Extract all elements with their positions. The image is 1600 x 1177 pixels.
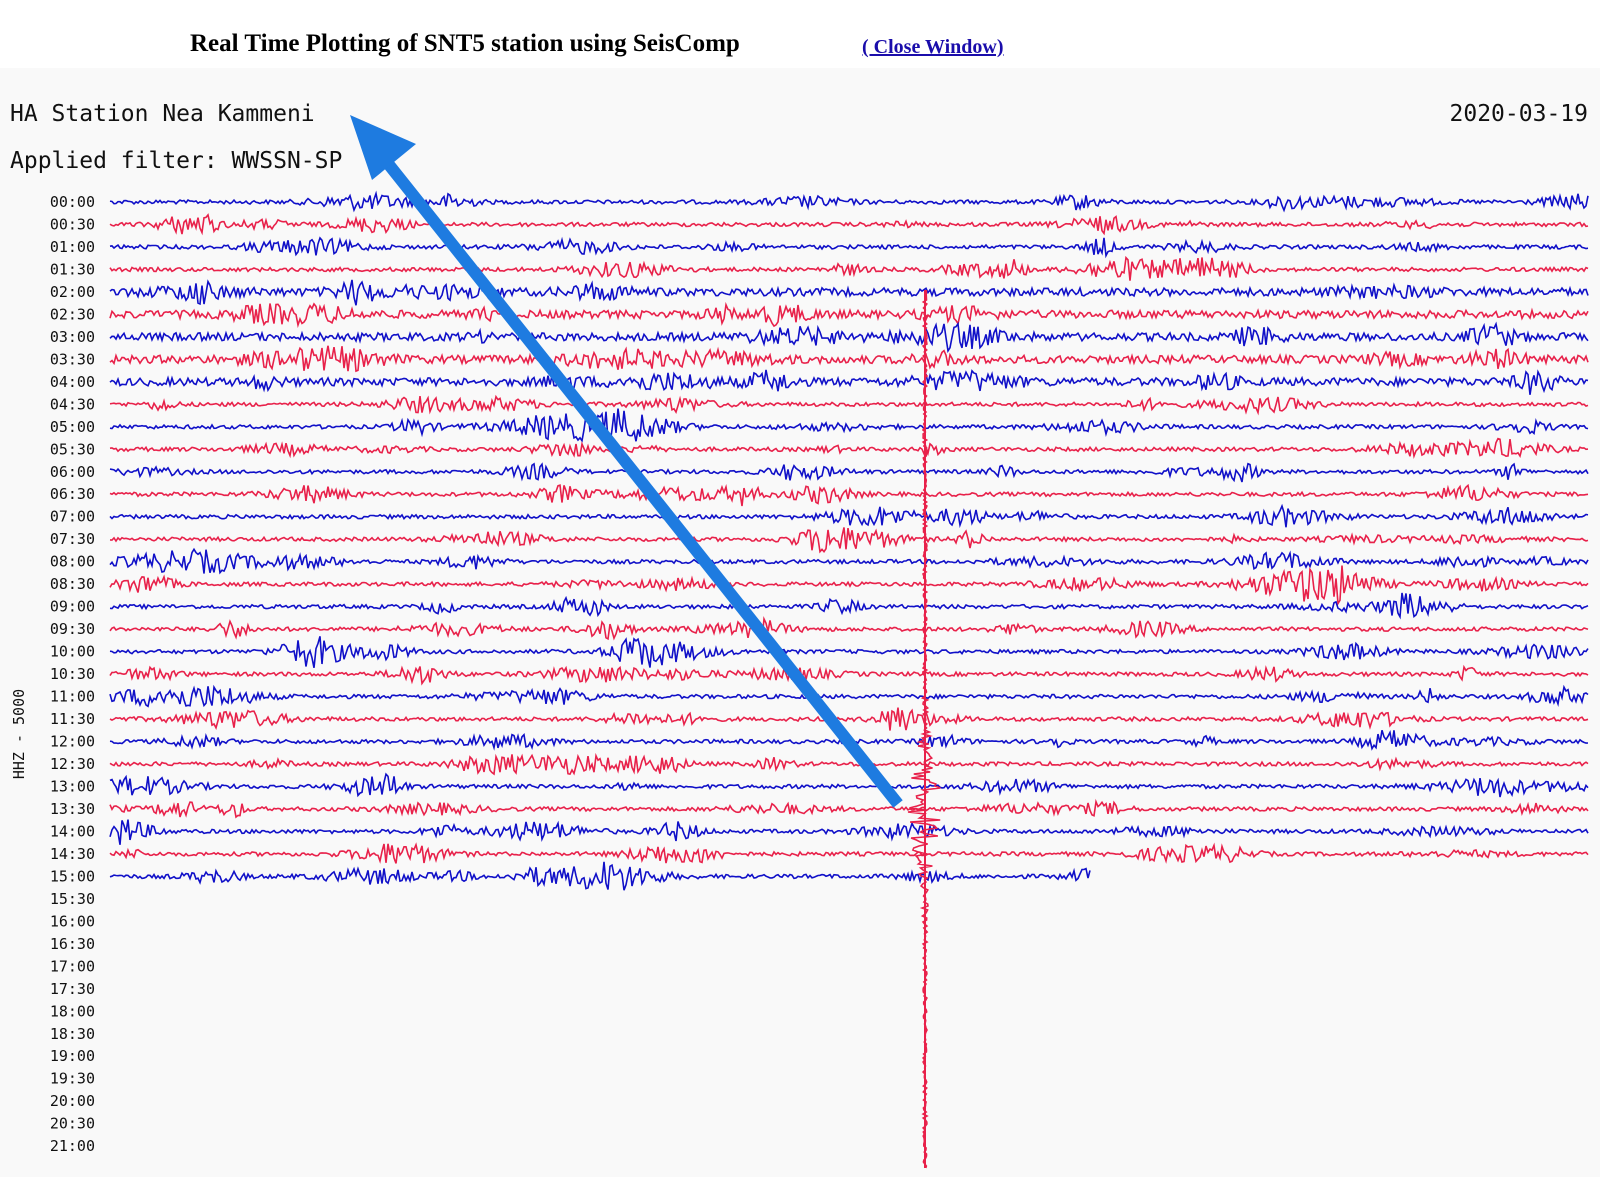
time-label: 13:00 [50, 777, 95, 795]
time-label: 04:30 [50, 395, 95, 413]
time-label: 14:30 [50, 845, 95, 863]
time-label: 01:00 [50, 238, 95, 256]
time-label: 03:00 [50, 328, 95, 346]
trace [109, 707, 1589, 731]
station-name: HA Station Nea Kammeni [10, 101, 315, 127]
trace [109, 279, 1589, 306]
trace [109, 462, 1589, 483]
trace [109, 213, 1589, 236]
time-label: 02:30 [50, 305, 95, 323]
trace [109, 394, 1589, 416]
trace [109, 592, 1589, 620]
time-label: 14:00 [50, 822, 95, 840]
trace [109, 772, 1589, 798]
time-label: 12:30 [50, 755, 95, 773]
time-label: 06:30 [50, 485, 95, 503]
time-label: 06:00 [50, 463, 95, 481]
trace [109, 345, 1589, 373]
time-label: 19:30 [50, 1070, 95, 1088]
time-label: 15:00 [50, 867, 95, 885]
time-label: 18:30 [50, 1025, 95, 1043]
trace [109, 752, 1589, 776]
time-label: 09:30 [50, 620, 95, 638]
time-label: 19:00 [50, 1047, 95, 1065]
trace [109, 255, 1589, 281]
time-label: 03:30 [50, 350, 95, 368]
time-label: 05:30 [50, 440, 95, 458]
time-label: 00:00 [50, 193, 95, 211]
trace [109, 798, 1589, 819]
trace [109, 483, 1589, 507]
time-label: 16:30 [50, 935, 95, 953]
time-label: 18:00 [50, 1002, 95, 1020]
time-label: 17:30 [50, 980, 95, 998]
time-labels: 00:00 00:30 01:00 01:30 02:00 02:30 03:00 03:30… [50, 193, 95, 1155]
time-label: 04:00 [50, 373, 95, 391]
channel-label: HHZ - 5000 [10, 689, 28, 779]
trace [109, 321, 1589, 354]
trace [109, 437, 1589, 459]
close-window-link[interactable]: ( Close Window) [862, 36, 1004, 58]
plot-date: 2020-03-19 [1450, 101, 1588, 127]
time-label: 09:00 [50, 598, 95, 616]
trace [109, 408, 1589, 447]
time-label: 17:00 [50, 957, 95, 975]
time-label: 07:00 [50, 508, 95, 526]
trace [109, 636, 1589, 668]
time-label: 11:00 [50, 688, 95, 706]
trace [109, 684, 1589, 708]
time-label: 21:00 [50, 1137, 95, 1155]
arrow-shaft [377, 152, 903, 808]
trace [109, 503, 1589, 529]
time-label: 12:00 [50, 733, 95, 751]
trace [109, 301, 1589, 329]
trace [109, 565, 1589, 606]
time-label: 20:00 [50, 1092, 95, 1110]
time-label: 15:30 [50, 890, 95, 908]
time-label: 10:30 [50, 665, 95, 683]
trace [109, 527, 1589, 554]
time-label: 13:30 [50, 800, 95, 818]
trace [109, 664, 1589, 686]
annotation-arrow [350, 115, 903, 808]
time-label: 07:30 [50, 530, 95, 548]
trace [109, 236, 1589, 259]
trace [109, 616, 1589, 641]
time-label: 01:30 [50, 260, 95, 278]
time-label: 08:00 [50, 553, 95, 571]
trace [109, 190, 1589, 213]
helicorder: HA Station Nea Kammeni 2020-03-19 Applie… [0, 68, 1600, 1177]
plot-background [0, 68, 1600, 1177]
trace [109, 842, 1589, 864]
trace [109, 819, 1589, 845]
time-label: 16:00 [50, 912, 95, 930]
arrow-head [350, 115, 416, 180]
page-title: Real Time Plotting of SNT5 station using… [190, 30, 740, 57]
time-label: 08:30 [50, 575, 95, 593]
trace [109, 369, 1589, 395]
time-label: 05:00 [50, 418, 95, 436]
trace [109, 547, 1589, 575]
time-label: 11:30 [50, 710, 95, 728]
time-label: 20:30 [50, 1115, 95, 1133]
time-label: 02:00 [50, 283, 95, 301]
time-label: 00:30 [50, 215, 95, 233]
filter-label: Applied filter: WWSSN-SP [10, 148, 342, 174]
time-label: 10:00 [50, 643, 95, 661]
